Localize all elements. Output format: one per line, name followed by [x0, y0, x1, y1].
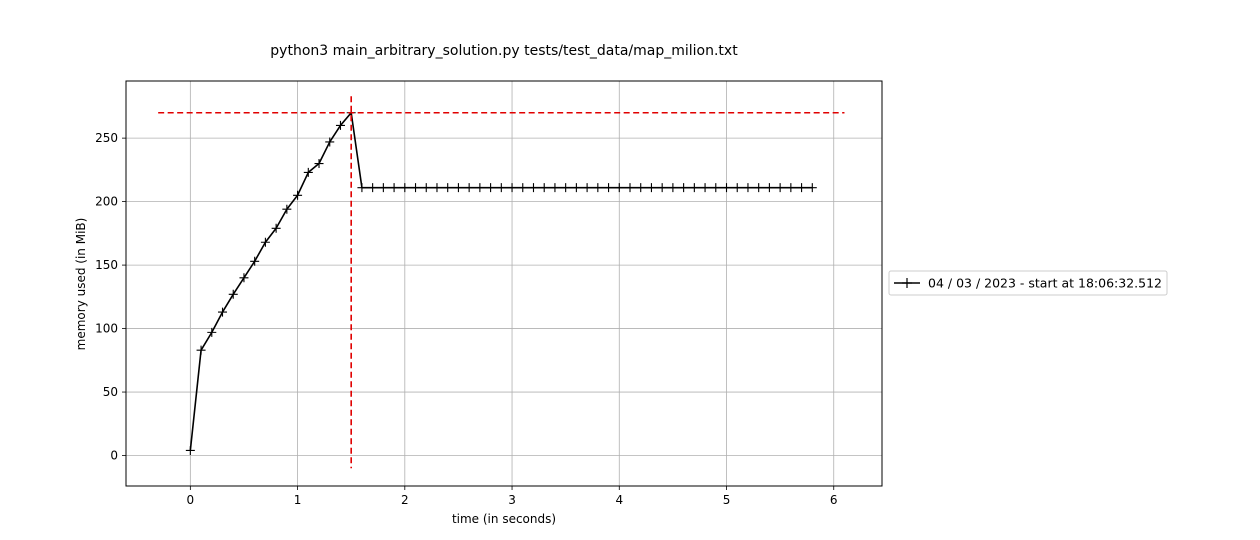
data-point-marker — [754, 183, 764, 193]
data-point-marker — [293, 190, 303, 200]
data-point-marker — [228, 289, 238, 299]
data-point-marker — [657, 183, 667, 193]
data-point-marker — [507, 183, 517, 193]
data-point-marker — [325, 137, 335, 147]
data-point-marker — [518, 183, 528, 193]
x-axis-ticks: 0 1 2 3 4 5 6 — [187, 486, 838, 507]
data-point-marker — [582, 183, 592, 193]
x-axis-label: time (in seconds) — [452, 512, 556, 526]
x-tick-label: 0 — [187, 493, 195, 507]
data-point-marker — [528, 183, 538, 193]
data-point-marker — [722, 183, 732, 193]
plot-frame — [125, 80, 883, 487]
x-tick-label: 3 — [508, 493, 516, 507]
legend-frame — [888, 270, 1168, 296]
data-point-marker — [443, 183, 453, 193]
data-point-marker — [689, 183, 699, 193]
y-axis-label: memory used (in MiB) — [74, 218, 88, 351]
y-tick-label: 200 — [95, 195, 118, 209]
data-point-marker — [400, 183, 410, 193]
data-point-marker — [496, 183, 506, 193]
y-axis-ticks: 0 50 100 150 200 250 — [95, 131, 126, 463]
data-point-marker — [807, 183, 817, 193]
data-point-marker — [357, 183, 367, 193]
chart-title: python3 main_arbitrary_solution.py tests… — [270, 43, 738, 59]
data-point-marker — [185, 445, 195, 455]
data-point-marker — [786, 183, 796, 193]
data-point-marker — [700, 183, 710, 193]
x-tick-label: 2 — [401, 493, 409, 507]
legend-label: 04 / 03 / 2023 - start at 18:06:32.512 — [928, 276, 1162, 291]
plot-series — [185, 108, 817, 455]
data-point-marker — [679, 183, 689, 193]
data-point-marker — [432, 183, 442, 193]
data-point-marker — [486, 183, 496, 193]
data-point-marker — [411, 183, 421, 193]
data-point-marker — [571, 183, 581, 193]
data-point-marker — [764, 183, 774, 193]
data-point-marker — [335, 120, 345, 130]
data-point-marker — [196, 345, 206, 355]
data-point-marker — [260, 237, 270, 247]
peak-lines — [158, 96, 845, 469]
data-point-marker — [271, 223, 281, 233]
y-tick-label: 50 — [103, 385, 118, 399]
legend: 04 / 03 / 2023 - start at 18:06:32.512 — [888, 270, 1168, 296]
data-point-marker — [314, 159, 324, 169]
series-line — [189, 111, 813, 451]
data-point-marker — [475, 183, 485, 193]
data-point-marker — [239, 273, 249, 283]
data-point-marker — [539, 183, 549, 193]
data-point-marker — [775, 183, 785, 193]
legend-marker-sample — [902, 278, 912, 288]
data-point-marker — [550, 183, 560, 193]
data-point-marker — [732, 183, 742, 193]
x-tick-label: 1 — [294, 493, 302, 507]
y-tick-label: 100 — [95, 322, 118, 336]
data-point-marker — [464, 183, 474, 193]
y-tick-label: 150 — [95, 258, 118, 272]
data-point-marker — [453, 183, 463, 193]
data-point-marker — [668, 183, 678, 193]
y-tick-label: 250 — [95, 131, 118, 145]
data-point-marker — [303, 167, 313, 177]
y-tick-label: 0 — [110, 449, 118, 463]
data-point-marker — [207, 327, 217, 337]
data-point-marker — [389, 183, 399, 193]
data-point-marker — [421, 183, 431, 193]
data-point-marker — [368, 183, 378, 193]
data-point-marker — [636, 183, 646, 193]
data-point-marker — [250, 256, 260, 266]
data-point-marker — [625, 183, 635, 193]
data-point-marker — [282, 204, 292, 214]
data-point-marker — [797, 183, 807, 193]
data-point-marker — [646, 183, 656, 193]
data-point-marker — [743, 183, 753, 193]
x-tick-label: 4 — [615, 493, 623, 507]
data-point-marker — [614, 183, 624, 193]
x-tick-label: 6 — [830, 493, 838, 507]
x-tick-label: 5 — [723, 493, 731, 507]
data-point-marker — [378, 183, 388, 193]
data-point-marker — [218, 307, 228, 317]
data-point-marker — [604, 183, 614, 193]
data-point-marker — [561, 183, 571, 193]
data-point-marker — [593, 183, 603, 193]
data-point-marker — [711, 183, 721, 193]
